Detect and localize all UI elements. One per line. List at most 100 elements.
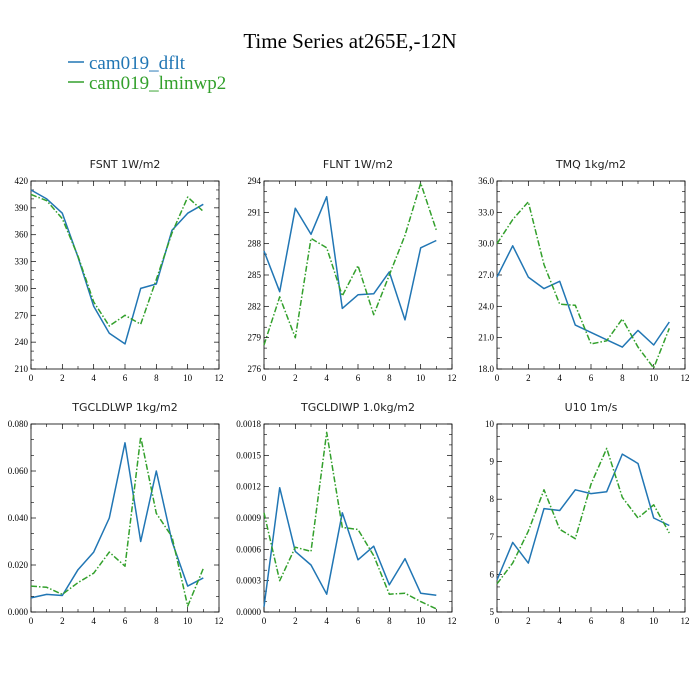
series-line-dflt xyxy=(263,195,437,321)
y-tick-label: 210 xyxy=(15,364,29,374)
y-tick-label: 300 xyxy=(15,283,29,293)
plot-frame xyxy=(30,180,220,370)
x-tick-label: 8 xyxy=(154,616,159,626)
x-tick-label: 0 xyxy=(495,373,500,383)
y-tick-label: 0.060 xyxy=(8,466,29,476)
x-tick-label: 6 xyxy=(123,373,128,383)
y-tick-label: 288 xyxy=(248,239,262,249)
plot-frame xyxy=(263,423,453,613)
y-tick-label: 6 xyxy=(490,569,495,579)
x-tick-label: 12 xyxy=(448,373,457,383)
series-line-dflt xyxy=(496,453,670,581)
y-tick-label: 390 xyxy=(15,203,29,213)
series-line-lminwp2 xyxy=(263,431,437,610)
panels: FSNT 1W/m20 2 4 6 8 10 12210240270300330360390… xyxy=(8,158,690,626)
series-line-lminwp2 xyxy=(263,182,438,346)
x-tick-label: 0 xyxy=(29,373,34,383)
y-tick-label: 294 xyxy=(248,176,262,186)
y-tick-label: 27.0 xyxy=(478,270,494,280)
chart-panel: TMQ 1kg/m2 0 2 4 6 8 10 12 18.0 21.0 24.0 27.0 30.0 3… xyxy=(478,158,689,383)
legend-label-dflt: cam019_dflt xyxy=(89,53,186,74)
x-tick-label: 12 xyxy=(681,616,690,626)
x-tick-label: 4 xyxy=(91,616,96,626)
y-tick-label: 360 xyxy=(15,230,29,240)
x-tick-label: 8 xyxy=(620,616,625,626)
y-tick-label: 21.0 xyxy=(478,333,494,343)
y-tick-label: 279 xyxy=(248,333,262,343)
y-tick-label: 10 xyxy=(485,419,495,429)
chart-panel: TGCLDLWP 1kg/m2 0 2 4 6 8 10 12 0.000 0.020 0.040 0… xyxy=(8,401,224,626)
x-tick-label: 0 xyxy=(262,616,267,626)
y-tick-label: 0.0015 xyxy=(236,450,261,460)
x-tick-label: 6 xyxy=(589,616,594,626)
x-tick-label: 10 xyxy=(649,373,659,383)
series-line-lminwp2 xyxy=(496,201,670,369)
x-tick-label: 0 xyxy=(262,373,267,383)
x-tick-label: 6 xyxy=(589,373,594,383)
y-tick-label: 291 xyxy=(248,207,262,217)
y-tick-label: 24.0 xyxy=(478,301,494,311)
panel-title: FLNT 1W/m2 xyxy=(323,158,393,171)
panel-title: FSNT 1W/m2 xyxy=(90,158,161,171)
x-tick-label: 2 xyxy=(526,616,531,626)
x-tick-label: 6 xyxy=(123,616,128,626)
x-tick-label: 4 xyxy=(324,373,329,383)
x-tick-label: 2 xyxy=(293,373,298,383)
y-tick-label: 420 xyxy=(15,176,29,186)
plot-frame xyxy=(263,180,453,370)
y-tick-label: 0.040 xyxy=(8,513,29,523)
chart-panel: FLNT 1W/m2 0 2 4 6 8 10 12 276 279 282 285 288 291 294 xyxy=(248,158,457,383)
y-tick-label: 9 xyxy=(490,457,495,467)
x-tick-label: 2 xyxy=(293,616,298,626)
x-tick-label: 10 xyxy=(183,616,193,626)
series-line-dflt xyxy=(30,189,204,345)
chart-panel: TGCLDIWP 1.0kg/m2 0 2 4 6 8 10 12 0.0000 0.0003 0.… xyxy=(236,401,456,626)
x-tick-label: 12 xyxy=(681,373,690,383)
x-tick-label: 4 xyxy=(557,616,562,626)
legend: cam019_dflt cam019_lminwp2 xyxy=(68,53,226,94)
y-tick-label: 0.0006 xyxy=(236,544,261,554)
x-tick-label: 12 xyxy=(448,616,457,626)
x-tick-label: 10 xyxy=(416,616,426,626)
chart-panel: FSNT 1W/m2 0 2 4 6 8 10 12 210 240 270 300 330 360 390… xyxy=(15,158,224,383)
x-tick-label: 12 xyxy=(215,616,224,626)
y-tick-label: 0.0012 xyxy=(236,482,261,492)
x-tick-label: 4 xyxy=(91,373,96,383)
y-tick-label: 330 xyxy=(15,257,29,267)
series-line-dflt xyxy=(30,442,204,599)
y-tick-label: 0.0003 xyxy=(236,576,261,586)
x-tick-label: 0 xyxy=(29,616,34,626)
x-tick-label: 2 xyxy=(60,373,65,383)
x-tick-label: 10 xyxy=(416,373,426,383)
y-tick-label: 0.020 xyxy=(8,560,29,570)
x-tick-label: 10 xyxy=(183,373,193,383)
x-tick-label: 8 xyxy=(387,373,392,383)
y-tick-label: 0.080 xyxy=(8,419,29,429)
series-line-dflt xyxy=(496,245,670,348)
y-tick-label: 270 xyxy=(15,310,29,320)
y-tick-label: 285 xyxy=(248,270,262,280)
y-tick-label: 7 xyxy=(490,532,495,542)
x-tick-label: 8 xyxy=(387,616,392,626)
y-tick-label: 18.0 xyxy=(478,364,494,374)
x-tick-label: 6 xyxy=(356,373,361,383)
x-tick-label: 12 xyxy=(215,373,224,383)
y-tick-label: 33.0 xyxy=(478,207,494,217)
chart-panel: U10 1m/s 0 2 4 6 8 10 12 5 6 7 8 9 10 xyxy=(485,401,690,626)
panel-title: TMQ 1kg/m2 xyxy=(555,158,626,171)
series-line-lminwp2 xyxy=(496,447,670,585)
panel-title: TGCLDLWP 1kg/m2 xyxy=(71,401,177,414)
y-tick-label: 276 xyxy=(248,364,262,374)
x-tick-label: 2 xyxy=(526,373,531,383)
y-tick-label: 36.0 xyxy=(478,176,494,186)
panel-title: TGCLDIWP 1.0kg/m2 xyxy=(300,401,415,414)
panel-title: U10 1m/s xyxy=(565,401,618,414)
x-tick-label: 0 xyxy=(495,616,500,626)
plot-frame xyxy=(496,423,686,613)
x-tick-label: 4 xyxy=(324,616,329,626)
x-tick-label: 8 xyxy=(154,373,159,383)
y-tick-label: 8 xyxy=(490,494,495,504)
x-tick-label: 2 xyxy=(60,616,65,626)
y-tick-label: 0.0000 xyxy=(236,607,261,617)
